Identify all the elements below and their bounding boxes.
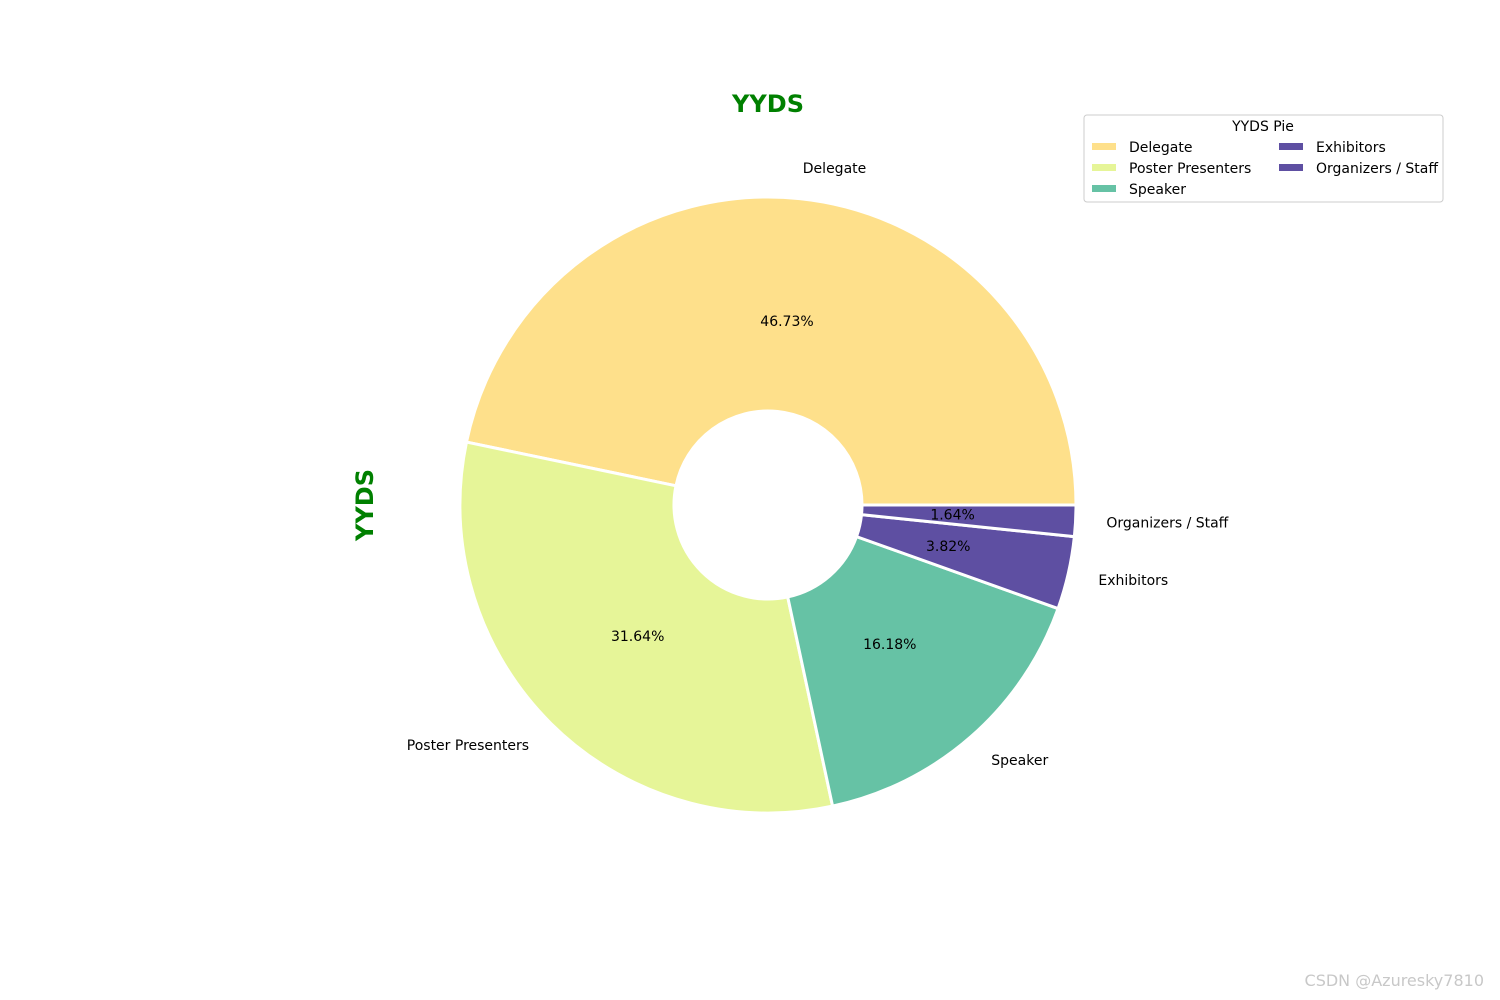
legend-swatch xyxy=(1092,143,1116,150)
legend-entry: Organizers / Staff xyxy=(1316,161,1438,177)
pie-slice xyxy=(860,503,1078,539)
legend: YYDS Pie Delegate Poster Presenters Speake… xyxy=(1083,114,1444,203)
legend-swatch xyxy=(1279,164,1303,171)
pie-labels: Delegate 46.73% Poster Presenters 31.64% Spe… xyxy=(407,161,1229,769)
pie-slices xyxy=(458,195,1078,815)
legend-title: YYDS Pie xyxy=(1231,119,1294,135)
watermark: CSDN @Azuresky7810 xyxy=(1304,971,1484,990)
pie-slice xyxy=(458,440,835,815)
chart-title: YYDS xyxy=(731,90,804,118)
percent-label: 3.82% xyxy=(926,539,970,555)
legend-swatch xyxy=(1279,143,1303,150)
slice-label: Poster Presenters xyxy=(407,738,529,754)
slice-label: Organizers / Staff xyxy=(1106,515,1228,531)
percent-label: 46.73% xyxy=(760,314,813,330)
slice-label: Delegate xyxy=(803,161,866,177)
slice-label: Exhibitors xyxy=(1098,573,1168,589)
pie-slice xyxy=(464,195,1078,507)
legend-entry: Delegate xyxy=(1129,140,1192,156)
y-axis-label: YYDS xyxy=(351,469,379,542)
legend-frame xyxy=(1083,114,1444,203)
percent-label: 16.18% xyxy=(863,637,916,653)
legend-swatch xyxy=(1092,164,1116,171)
pie-slice xyxy=(786,535,1060,808)
percent-label: 1.64% xyxy=(930,508,974,524)
legend-entry: Poster Presenters xyxy=(1129,161,1251,177)
legend-entry: Exhibitors xyxy=(1316,140,1386,156)
percent-label: 31.64% xyxy=(611,629,664,645)
legend-entry: Speaker xyxy=(1129,182,1186,198)
slice-label: Speaker xyxy=(991,753,1048,769)
legend-swatch xyxy=(1092,185,1116,192)
